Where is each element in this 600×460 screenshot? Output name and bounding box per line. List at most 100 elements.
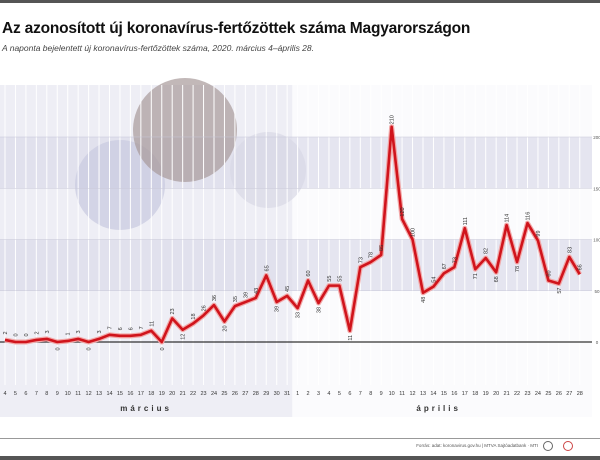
x-tick-label: 18: [148, 391, 154, 397]
data-label: 2: [34, 331, 40, 334]
data-label: 55: [337, 276, 343, 282]
x-tick-label: 17: [462, 391, 468, 397]
x-tick-label: 12: [86, 391, 92, 397]
x-tick-label: 4: [327, 391, 330, 397]
data-label: 210: [390, 115, 396, 124]
data-label: 111: [463, 217, 469, 225]
x-tick-label: 22: [190, 391, 196, 397]
data-label: 39: [243, 292, 249, 298]
data-label: 0: [24, 333, 30, 336]
data-label: 100: [411, 228, 417, 237]
data-label: 26: [202, 305, 208, 311]
x-tick-label: 29: [263, 391, 269, 397]
x-tick-label: 9: [56, 391, 59, 397]
x-tick-label: 15: [441, 391, 447, 397]
data-label: 2: [3, 331, 9, 334]
data-label: 20: [222, 325, 228, 331]
data-label: 48: [421, 297, 427, 303]
x-tick-label: 9: [380, 391, 383, 397]
y-tick-label: 0: [596, 340, 599, 345]
x-tick-label: 2: [307, 391, 310, 397]
y-tick-label: 200: [593, 135, 600, 140]
data-label: 0: [55, 347, 61, 350]
y-tick-label: 100: [593, 238, 600, 243]
mti-logo-icon: [563, 441, 573, 451]
data-label: 60: [306, 270, 312, 276]
x-tick-label: 5: [338, 391, 341, 397]
x-tick-label: 13: [96, 391, 102, 397]
data-label: 67: [442, 263, 448, 269]
x-tick-label: 16: [127, 391, 133, 397]
data-label: 1: [66, 332, 72, 335]
top-border: [0, 0, 600, 3]
data-label: 11: [348, 335, 354, 341]
x-tick-label: 7: [35, 391, 38, 397]
x-tick-label: 30: [274, 391, 280, 397]
x-tick-label: 11: [399, 391, 405, 397]
x-tick-label: 10: [65, 391, 71, 397]
data-label: 7: [108, 326, 114, 329]
x-tick-label: 11: [75, 391, 81, 397]
x-tick-label: 19: [159, 391, 165, 397]
data-label: 33: [296, 312, 302, 318]
month-label: március: [120, 404, 172, 413]
data-label: 71: [473, 273, 479, 279]
data-label: 60: [546, 270, 552, 276]
x-tick-label: 28: [253, 391, 259, 397]
data-label: 39: [275, 306, 281, 312]
x-tick-label: 26: [232, 391, 238, 397]
x-tick-label: 23: [524, 391, 530, 397]
data-label: 73: [452, 257, 458, 263]
x-tick-label: 27: [566, 391, 572, 397]
data-label: 11: [149, 321, 155, 327]
data-label: 18: [191, 313, 197, 319]
data-label: 99: [536, 230, 542, 236]
chart-subtitle: A naponta bejelentett új koronavírus-fer…: [2, 43, 314, 53]
data-label: 57: [557, 288, 563, 294]
x-tick-label: 26: [556, 391, 562, 397]
data-label: 35: [233, 296, 239, 302]
x-tick-label: 27: [242, 391, 248, 397]
x-tick-label: 3: [317, 391, 320, 397]
data-label: 3: [45, 330, 51, 333]
data-label: 0: [87, 347, 93, 350]
data-label: 66: [578, 264, 584, 270]
source-text: Forrás: adat: koronavirus.gov.hu | MTVA …: [416, 443, 538, 448]
x-tick-label: 6: [348, 391, 351, 397]
chart-title: Az azonosított új koronavírus-fertőzötte…: [2, 20, 471, 37]
x-tick-label: 20: [493, 391, 499, 397]
data-label: 43: [254, 288, 260, 294]
x-tick-label: 8: [369, 391, 372, 397]
x-tick-label: 7: [359, 391, 362, 397]
data-label: 0: [160, 347, 166, 350]
data-label: 12: [181, 334, 187, 340]
x-tick-label: 13: [420, 391, 426, 397]
data-label: 85: [379, 245, 385, 251]
x-tick-label: 21: [180, 391, 186, 397]
data-label: 120: [400, 207, 406, 216]
data-label: 73: [358, 257, 364, 263]
x-tick-label: 5: [14, 391, 17, 397]
data-label: 65: [264, 265, 270, 271]
data-label: 54: [431, 277, 437, 283]
x-tick-label: 19: [483, 391, 489, 397]
x-tick-label: 10: [389, 391, 395, 397]
mtva-logo-icon: [543, 441, 553, 451]
y-tick-label: 150: [593, 186, 600, 191]
x-tick-label: 23: [200, 391, 206, 397]
x-tick-label: 17: [138, 391, 144, 397]
month-label: április: [416, 404, 461, 413]
data-label: 45: [285, 286, 291, 292]
data-label: 0: [13, 333, 19, 336]
x-tick-label: 1: [296, 391, 299, 397]
data-label: 68: [494, 276, 500, 282]
x-tick-label: 25: [221, 391, 227, 397]
x-tick-label: 8: [45, 391, 48, 397]
data-label: 116: [526, 212, 532, 221]
x-tick-label: 28: [577, 391, 583, 397]
data-label: 83: [567, 247, 573, 253]
data-label: 78: [369, 252, 375, 258]
x-tick-label: 22: [514, 391, 520, 397]
data-label: 78: [515, 266, 521, 272]
